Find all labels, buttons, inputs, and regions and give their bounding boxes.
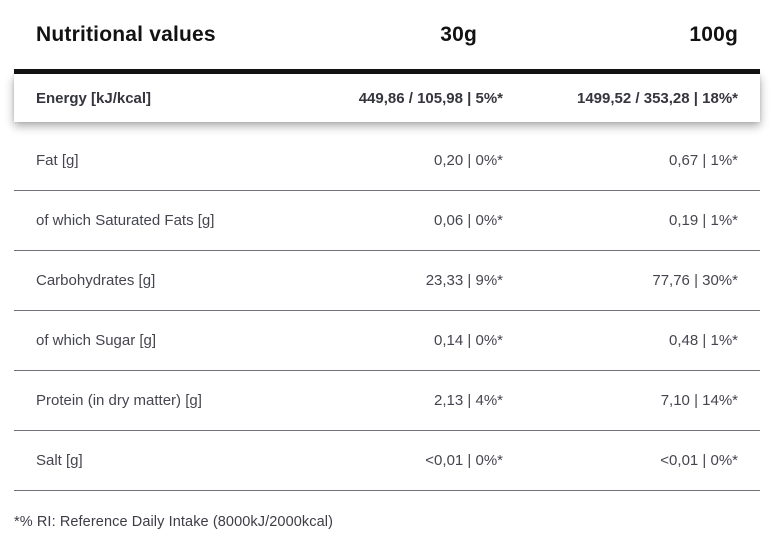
table-row-carbohydrates: Carbohydrates [g] 23,33 | 9%* 77,76 | 30… — [14, 251, 760, 311]
row-label: Salt [g] — [36, 452, 83, 469]
energy-row-value-30g: 449,86 / 105,98 | 5%* — [358, 89, 503, 107]
row-value-100g: <0,01 | 0%* — [660, 452, 738, 469]
row-label: of which Sugar [g] — [36, 332, 157, 349]
row-value-30g: 0,06 | 0%* — [434, 212, 503, 229]
row-label: of which Saturated Fats [g] — [36, 212, 215, 229]
table-row-fat: Fat [g] 0,20 | 0%* 0,67 | 1%* — [14, 131, 760, 191]
energy-row: Energy [kJ/kcal] 449,86 / 105,98 | 5%* 1… — [14, 74, 760, 122]
row-value-100g: 77,76 | 30%* — [652, 272, 738, 289]
row-label: Protein (in dry matter) [g] — [36, 392, 202, 409]
reference-intake-footnote: *% RI: Reference Daily Intake (8000kJ/20… — [14, 514, 334, 530]
energy-row-label: Energy [kJ/kcal] — [36, 89, 152, 107]
row-label: Fat [g] — [36, 152, 79, 169]
column-header-30g: 30g — [440, 22, 477, 46]
table-header-row: Nutritional values 30g 100g — [14, 0, 760, 69]
row-label: Carbohydrates [g] — [36, 272, 156, 289]
row-value-30g: 23,33 | 9%* — [425, 272, 503, 289]
nutrition-table: Nutritional values 30g 100g Energy [kJ/k… — [14, 0, 760, 491]
header-divider-bar — [14, 69, 760, 74]
column-header-100g: 100g — [689, 22, 738, 46]
row-value-100g: 7,10 | 14%* — [660, 392, 738, 409]
table-row-protein: Protein (in dry matter) [g] 2,13 | 4%* 7… — [14, 371, 760, 431]
table-row-sugar: of which Sugar [g] 0,14 | 0%* 0,48 | 1%* — [14, 311, 760, 371]
row-value-100g: 0,67 | 1%* — [669, 152, 738, 169]
energy-row-value-100g: 1499,52 / 353,28 | 18%* — [577, 89, 738, 107]
row-value-30g: 0,20 | 0%* — [434, 152, 503, 169]
table-title: Nutritional values — [36, 22, 216, 46]
row-value-30g: 0,14 | 0%* — [434, 332, 503, 349]
table-row-saturated-fats: of which Saturated Fats [g] 0,06 | 0%* 0… — [14, 191, 760, 251]
row-value-100g: 0,48 | 1%* — [669, 332, 738, 349]
row-value-30g: <0,01 | 0%* — [425, 452, 503, 469]
table-row-salt: Salt [g] <0,01 | 0%* <0,01 | 0%* — [14, 431, 760, 491]
row-value-100g: 0,19 | 1%* — [669, 212, 738, 229]
row-value-30g: 2,13 | 4%* — [434, 392, 503, 409]
